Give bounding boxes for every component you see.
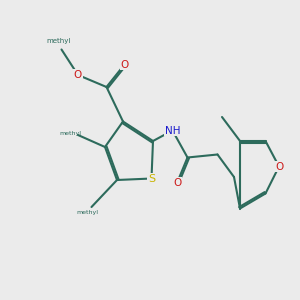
Text: methyl: methyl xyxy=(59,131,82,136)
Text: O: O xyxy=(275,161,283,172)
Text: O: O xyxy=(173,178,181,188)
Text: S: S xyxy=(148,173,155,184)
Text: O: O xyxy=(120,59,129,70)
Text: NH: NH xyxy=(165,125,180,136)
Text: O: O xyxy=(74,70,82,80)
Text: methyl: methyl xyxy=(46,38,71,44)
Text: methyl: methyl xyxy=(76,210,98,215)
